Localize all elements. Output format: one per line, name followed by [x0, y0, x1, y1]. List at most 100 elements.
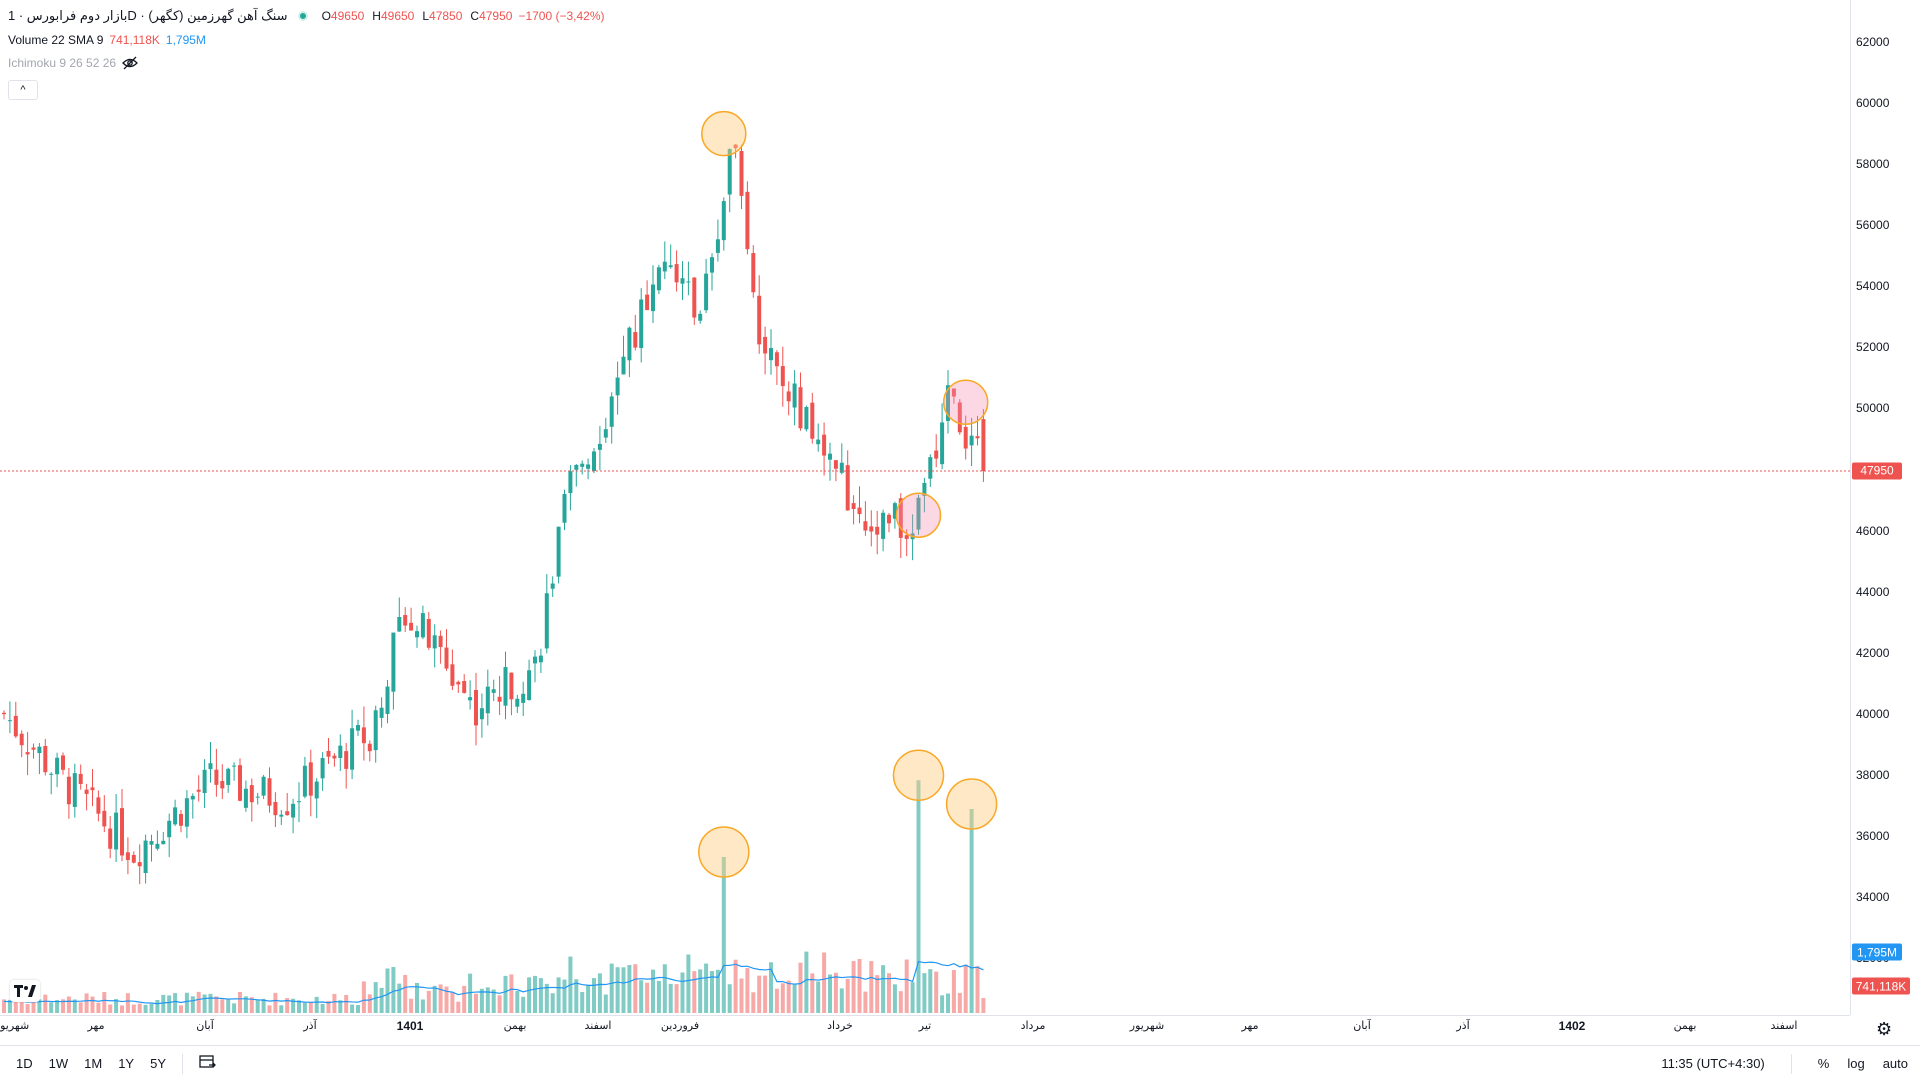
candle-body: [243, 788, 248, 808]
low-value: 47850: [429, 9, 463, 23]
volume-bar: [25, 1004, 30, 1013]
tradingview-logo[interactable]: [10, 980, 40, 1002]
candle-body: [426, 619, 431, 648]
volume-bar: [916, 780, 921, 1013]
volume-bar: [692, 971, 697, 1013]
time-tick-label: آبان: [1353, 1020, 1371, 1032]
volume-bar: [969, 809, 974, 1013]
goto-date-icon[interactable]: [191, 1054, 225, 1073]
candle-body: [521, 693, 526, 703]
time-tick-label: اسفند: [1770, 1020, 1798, 1032]
volume-bar: [763, 975, 768, 1013]
range-1w-button[interactable]: 1W: [48, 1056, 69, 1071]
candle-body: [963, 426, 968, 449]
candle-body: [462, 680, 467, 693]
price-tick-label: 38000: [1856, 767, 1890, 782]
volume-bar: [255, 999, 260, 1013]
candle-body: [190, 795, 195, 800]
candle-body: [49, 773, 54, 775]
volume-bar: [314, 996, 319, 1013]
volume-bar: [468, 973, 473, 1013]
price-tick-label: 36000: [1856, 828, 1890, 843]
volume-bar: [214, 996, 219, 1013]
candle-body: [255, 796, 260, 798]
candle-body: [238, 765, 242, 801]
time-tick-label: مهر: [87, 1020, 105, 1032]
volume-bar: [497, 995, 502, 1013]
candle-body: [196, 789, 201, 792]
volume-bar: [597, 973, 602, 1013]
volume-bar: [715, 969, 720, 1013]
volume-bar: [179, 1005, 183, 1013]
highlight-circle: [945, 778, 998, 830]
percent-scale-button[interactable]: %: [1817, 1056, 1830, 1071]
volume-bar: [863, 991, 868, 1013]
volume-bar: [845, 978, 850, 1013]
volume-bar: [869, 961, 874, 1013]
candle-body: [668, 265, 673, 268]
volume-bar: [320, 1003, 325, 1013]
volume-bar: [491, 989, 496, 1013]
volume-bar: [238, 991, 242, 1013]
chevron-up-icon: ^: [20, 84, 26, 96]
price-tick-label: 46000: [1856, 523, 1890, 538]
range-5y-button[interactable]: 5Y: [150, 1056, 166, 1071]
settings-gear-icon[interactable]: ⚙: [1876, 1019, 1893, 1039]
candle-body: [90, 787, 95, 791]
price-axis[interactable]: [1850, 0, 1920, 1015]
time-tick-label: اسفند: [584, 1020, 612, 1032]
candle-body: [651, 284, 655, 312]
collapse-legend-button[interactable]: ^: [8, 80, 38, 100]
volume-bar: [603, 994, 608, 1013]
range-1d-button[interactable]: 1D: [16, 1056, 33, 1071]
candle-body: [66, 776, 71, 805]
candle-body: [415, 631, 419, 638]
range-1y-button[interactable]: 1Y: [118, 1056, 135, 1071]
volume-bar: [686, 954, 691, 1013]
volume-bar: [668, 983, 673, 1013]
candle-body: [833, 460, 838, 469]
time-tick-label: 1401: [396, 1019, 424, 1033]
candle-body: [981, 419, 986, 471]
candle-body: [969, 435, 974, 446]
ichimoku-legend[interactable]: Ichimoku 9 26 52 26: [8, 56, 138, 70]
volume-bar: [249, 997, 254, 1013]
candle-body: [863, 521, 868, 531]
volume-legend[interactable]: Volume 22 SMA 9 741,118K 1,795M: [8, 33, 206, 47]
volume-bar: [733, 959, 738, 1013]
candle-body: [297, 801, 301, 803]
volume-bar: [804, 951, 809, 1013]
volume-bar: [828, 974, 832, 1013]
volume-bar: [403, 974, 408, 1013]
candle-body: [609, 396, 614, 427]
candle-body: [84, 789, 89, 794]
candle-body: [208, 763, 213, 770]
time-axis[interactable]: [0, 1015, 1850, 1056]
volume-bar: [704, 963, 709, 1013]
volume-bar: [125, 993, 130, 1013]
calendar-icon: [199, 1055, 216, 1068]
price-chart[interactable]: [0, 0, 1850, 1015]
price-tick-label: 58000: [1856, 157, 1890, 172]
volume-bar: [780, 983, 785, 1013]
volume-bar: [202, 994, 207, 1013]
volume-value: 741,118K: [109, 33, 160, 47]
candle-body: [916, 497, 921, 530]
candle-body: [55, 757, 60, 775]
volume-bar: [910, 982, 915, 1013]
volume-bar: [698, 969, 703, 1013]
candle-body: [751, 253, 756, 293]
candle-body: [391, 632, 396, 692]
range-1m-button[interactable]: 1M: [84, 1056, 103, 1071]
auto-scale-button[interactable]: auto: [1882, 1056, 1908, 1071]
log-scale-button[interactable]: log: [1847, 1056, 1865, 1071]
candle-body: [686, 281, 691, 283]
volume-bar: [739, 978, 744, 1013]
volume-bar: [833, 972, 838, 1013]
eye-hidden-icon[interactable]: [122, 56, 138, 70]
candle-body: [875, 526, 880, 535]
candle-body: [586, 464, 591, 469]
clock-timezone[interactable]: 11:35 (UTC+4:30): [1661, 1056, 1765, 1071]
candle-body: [131, 855, 136, 863]
tradingview-logo-icon: [14, 985, 36, 997]
